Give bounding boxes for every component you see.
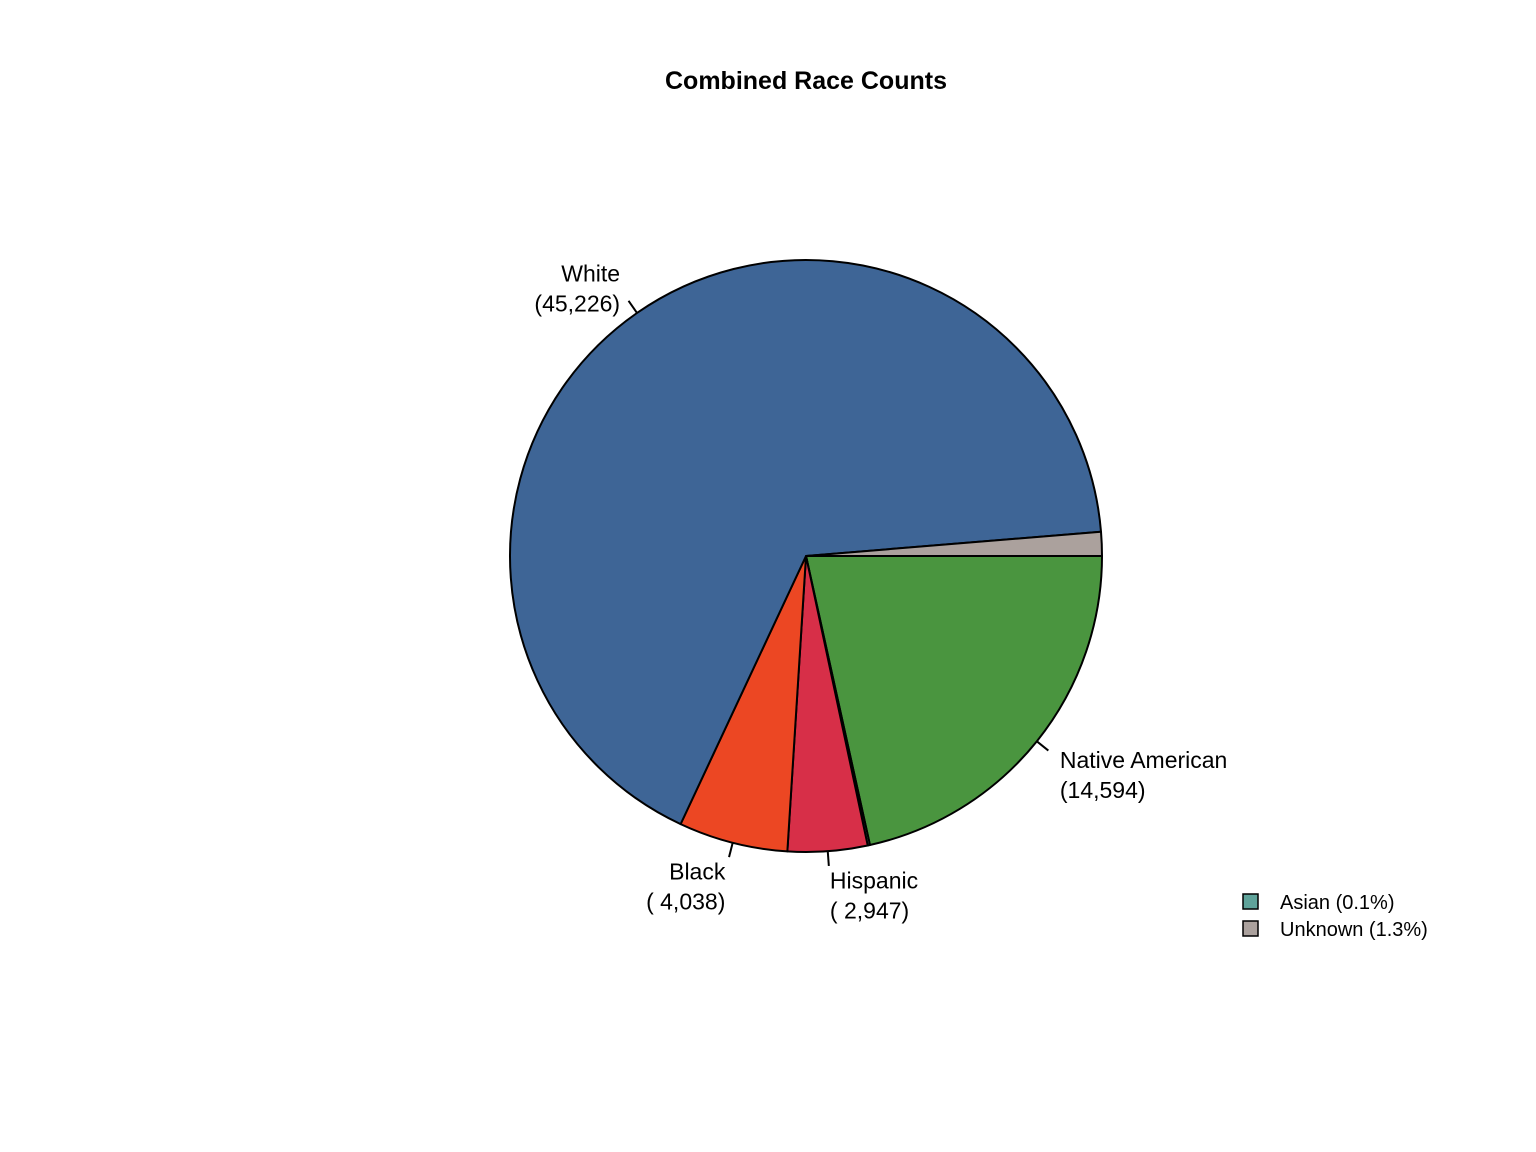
slice-label-value-white: (45,226) (534, 291, 620, 317)
leader-line-native-american (1036, 740, 1049, 752)
legend: Asian (0.1%) Unknown (1.3%) (1242, 892, 1428, 941)
slice-label-name-black: Black (669, 858, 726, 884)
legend-label-0: Asian (0.1%) (1280, 892, 1395, 914)
legend-swatch-1 (1242, 920, 1259, 937)
slice-label-name-hispanic: Hispanic (830, 868, 918, 894)
slice-labels: Native American (14,594) Hispanic ( 2,947) B… (534, 261, 1227, 924)
leader-line-white (627, 300, 638, 314)
pie-slices (509, 259, 1104, 853)
legend-swatch-0 (1242, 893, 1259, 910)
slice-label-value-hispanic: ( 2,947) (830, 898, 909, 924)
chart-title: Combined Race Counts (665, 67, 947, 95)
pie-slice-unknown (805, 530, 1104, 557)
slice-label-value-black: ( 4,038) (646, 888, 725, 914)
slice-label-name-white: White (561, 261, 620, 287)
leader-line-hispanic (826, 851, 830, 867)
leader-line-black (728, 842, 734, 858)
pie-slice-white (509, 259, 1103, 826)
slice-label-name-native-american: Native American (1060, 747, 1227, 773)
legend-label-1: Unknown (1.3%) (1280, 919, 1428, 941)
label-leaders (627, 300, 1049, 867)
slice-label-value-native-american: (14,594) (1060, 777, 1146, 803)
